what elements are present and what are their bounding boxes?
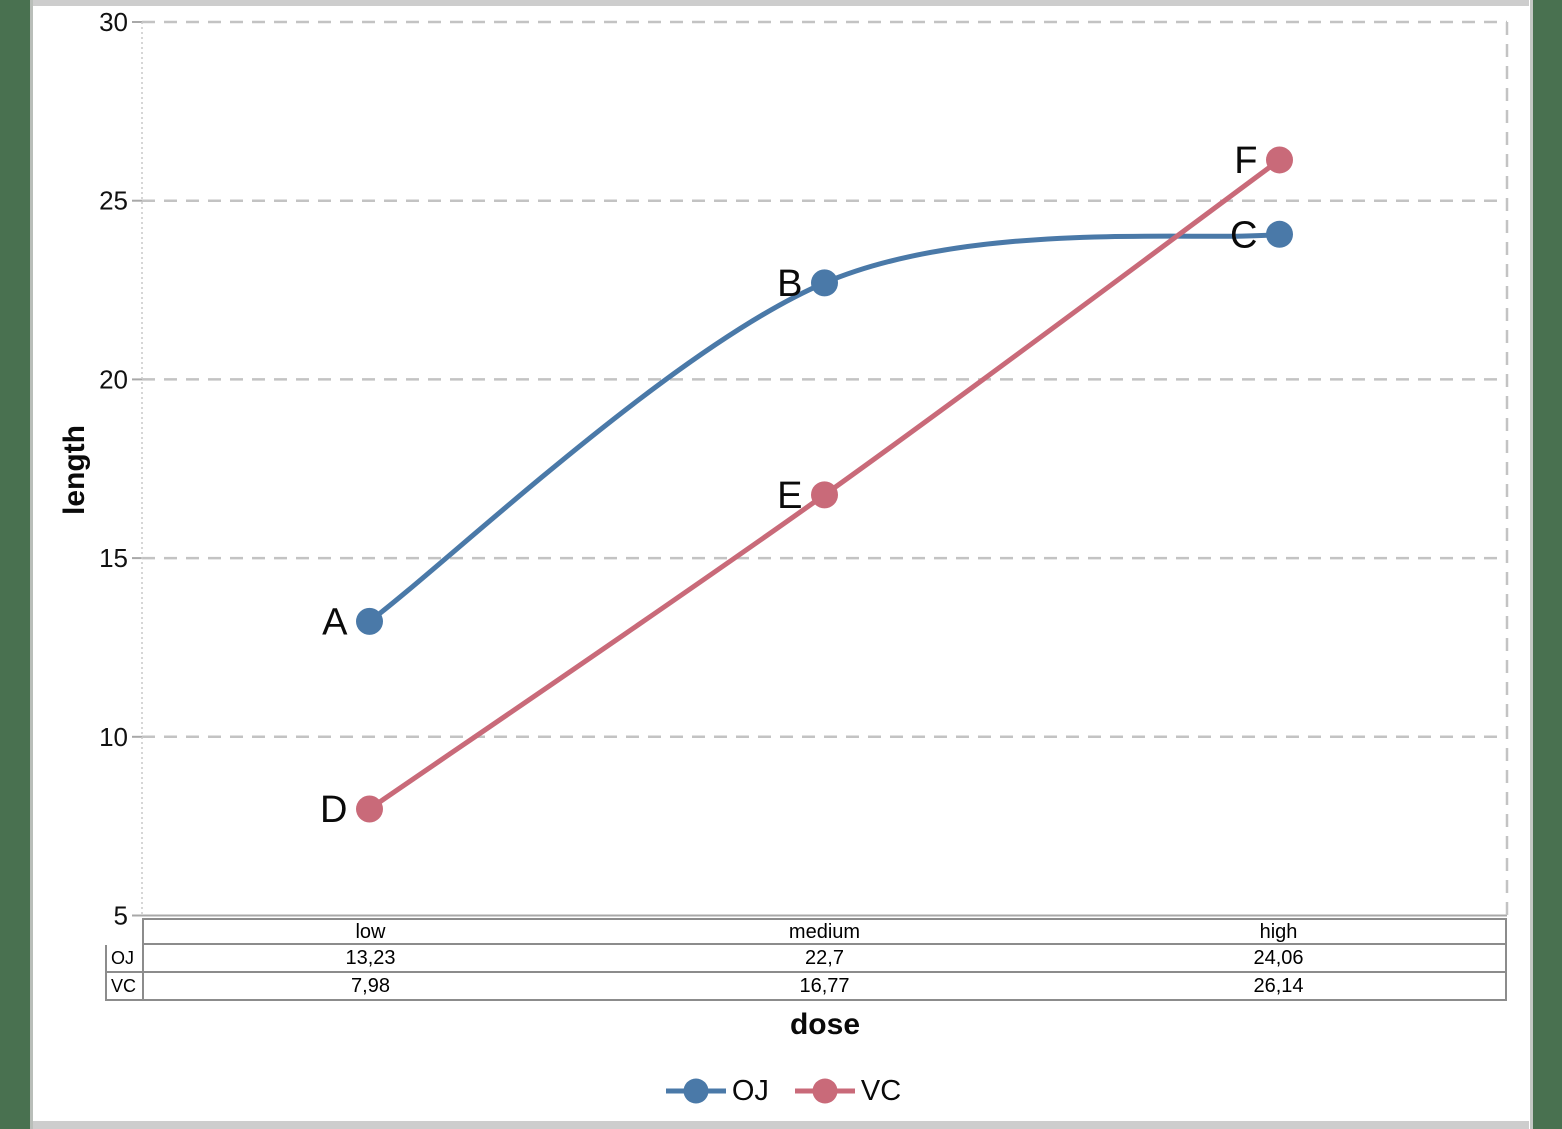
table-cell-oj-high: 24,06 <box>1052 945 1507 973</box>
background-left-band <box>0 0 33 1129</box>
legend-item-oj: OJ <box>662 1076 769 1106</box>
table-cell-oj-low: 13,23 <box>142 945 597 973</box>
table-corner-cell <box>105 918 142 945</box>
y-tick-label: 15 <box>99 543 128 573</box>
legend-line-marker-icon <box>665 1078 726 1104</box>
table-col-header-medium: medium <box>597 918 1052 945</box>
table-cell-vc-high: 26,14 <box>1052 973 1507 1001</box>
chart-legend: OJ VC <box>30 1068 1533 1114</box>
table-col-header-high: high <box>1052 918 1507 945</box>
legend-line-marker-icon <box>794 1078 855 1104</box>
point-label-F: F <box>1234 140 1257 182</box>
x-axis-title: dose <box>789 1008 861 1041</box>
point-label-A: A <box>322 601 348 643</box>
y-tick-label: 10 <box>99 722 128 752</box>
data-point-oj-medium <box>811 269 838 297</box>
data-table: low medium high OJ 13,23 22,7 24,06 VC 7… <box>105 918 1507 1001</box>
y-tick-label: 5 <box>114 901 128 931</box>
top-frame-strip <box>33 0 1529 6</box>
point-label-B: B <box>777 263 802 305</box>
table-row-header-vc: VC <box>105 973 142 1001</box>
point-label-C: C <box>1230 214 1257 256</box>
data-point-oj-low <box>356 607 383 635</box>
point-label-E: E <box>777 475 802 517</box>
legend-item-vc: VC <box>791 1076 901 1106</box>
table-cell-vc-low: 7,98 <box>142 973 597 1001</box>
data-point-vc-high <box>1266 146 1293 174</box>
table-row-header-oj: OJ <box>105 945 142 973</box>
table-cell-vc-medium: 16,77 <box>597 973 1052 1001</box>
bottom-frame-strip <box>33 1121 1529 1129</box>
data-point-vc-medium <box>811 481 838 509</box>
table-col-header-low: low <box>142 918 597 945</box>
y-tick-label: 25 <box>99 186 128 216</box>
data-point-vc-low <box>356 795 383 823</box>
legend-label: OJ <box>731 1074 769 1107</box>
table-cell-oj-medium: 22,7 <box>597 945 1052 973</box>
background-right-band <box>1530 0 1562 1129</box>
y-tick-label: 30 <box>99 7 128 37</box>
point-label-D: D <box>320 789 347 831</box>
y-tick-label: 20 <box>99 364 128 394</box>
legend-label: VC <box>860 1074 902 1107</box>
y-axis-title: length <box>58 425 91 515</box>
data-point-oj-high <box>1266 220 1293 248</box>
